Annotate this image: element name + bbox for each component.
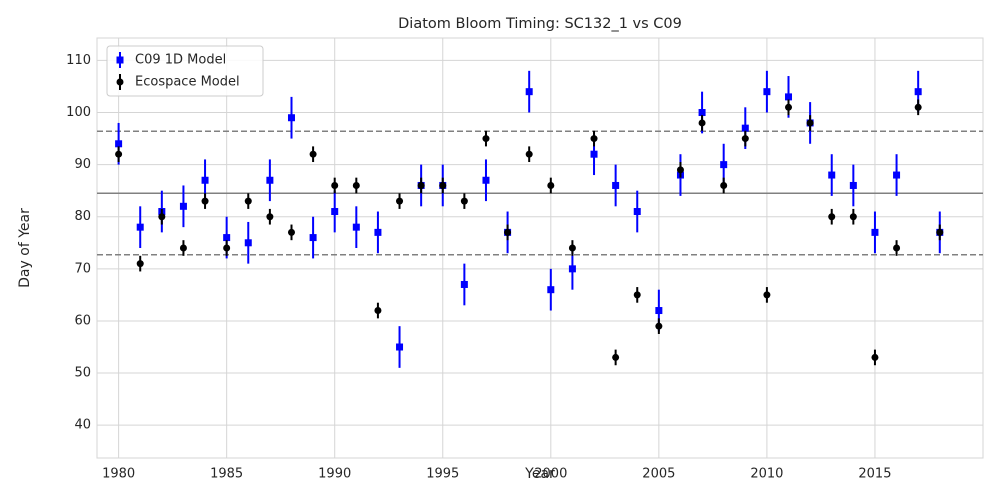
- marker: [396, 343, 404, 351]
- marker: [115, 150, 123, 158]
- marker: [914, 88, 922, 96]
- x-tick-label: 2010: [750, 467, 783, 482]
- y-tick-label: 50: [74, 366, 91, 381]
- marker: [460, 280, 468, 288]
- marker: [309, 150, 317, 158]
- marker: [871, 353, 879, 361]
- marker: [525, 88, 533, 96]
- legend-marker: [116, 56, 124, 64]
- marker: [914, 103, 922, 111]
- y-tick-label: 40: [74, 418, 91, 433]
- marker: [266, 213, 274, 221]
- marker: [763, 291, 771, 299]
- marker: [244, 197, 252, 205]
- marker: [655, 322, 663, 330]
- marker: [568, 244, 576, 252]
- marker: [785, 103, 793, 111]
- marker: [720, 181, 728, 189]
- marker: [547, 286, 555, 294]
- marker: [893, 244, 901, 252]
- marker: [806, 119, 814, 127]
- legend-marker: [116, 78, 124, 86]
- marker: [525, 150, 533, 158]
- marker: [720, 161, 728, 169]
- legend-label: Ecospace Model: [135, 75, 240, 90]
- marker: [633, 291, 641, 299]
- marker: [828, 213, 836, 221]
- marker: [590, 135, 598, 143]
- marker: [244, 239, 252, 247]
- x-tick-label: 2005: [642, 467, 675, 482]
- y-tick-label: 70: [74, 261, 91, 276]
- marker: [352, 181, 360, 189]
- marker: [179, 202, 187, 210]
- marker: [223, 244, 231, 252]
- marker: [547, 181, 555, 189]
- marker: [676, 166, 684, 174]
- marker: [612, 181, 620, 189]
- x-tick-label: 1995: [426, 467, 459, 482]
- marker: [482, 135, 490, 143]
- marker: [374, 228, 382, 236]
- marker: [936, 228, 944, 236]
- chart-title: Diatom Bloom Timing: SC132_1 vs C09: [398, 16, 682, 32]
- marker: [417, 181, 425, 189]
- y-axis-label: Day of Year: [17, 208, 33, 288]
- marker: [396, 197, 404, 205]
- marker: [655, 307, 663, 315]
- marker: [741, 124, 749, 132]
- x-tick-label: 1990: [318, 467, 351, 482]
- marker: [331, 208, 339, 216]
- marker: [374, 307, 382, 315]
- x-tick-label: 2000: [534, 467, 567, 482]
- marker: [439, 181, 447, 189]
- legend-label: C09 1D Model: [135, 53, 226, 68]
- marker: [460, 197, 468, 205]
- marker: [201, 176, 209, 184]
- marker: [287, 114, 295, 122]
- x-tick-label: 1980: [102, 467, 135, 482]
- marker: [287, 228, 295, 236]
- legend: C09 1D Model Ecospace Model: [106, 45, 264, 97]
- marker: [136, 260, 144, 268]
- marker: [633, 208, 641, 216]
- marker: [115, 140, 123, 148]
- legend-frame: [106, 45, 264, 97]
- marker: [136, 223, 144, 231]
- marker: [504, 228, 512, 236]
- marker: [828, 171, 836, 179]
- marker: [590, 150, 598, 158]
- marker: [741, 135, 749, 143]
- marker: [331, 181, 339, 189]
- marker: [698, 109, 706, 117]
- plot-frame: [96, 37, 984, 459]
- y-tick-label: 60: [74, 313, 91, 328]
- marker: [763, 88, 771, 96]
- marker: [785, 93, 793, 101]
- y-tick-label: 110: [66, 53, 91, 68]
- marker: [612, 353, 620, 361]
- marker: [568, 265, 576, 273]
- marker: [698, 119, 706, 127]
- marker: [201, 197, 209, 205]
- y-tick-label: 80: [74, 209, 91, 224]
- y-tick-label: 90: [74, 157, 91, 172]
- x-tick-label: 2015: [858, 467, 891, 482]
- marker: [871, 228, 879, 236]
- marker: [893, 171, 901, 179]
- marker: [482, 176, 490, 184]
- x-tick-label: 1985: [210, 467, 243, 482]
- marker: [849, 181, 857, 189]
- marker: [223, 234, 231, 242]
- marker: [179, 244, 187, 252]
- marker: [158, 213, 166, 221]
- marker: [849, 213, 857, 221]
- marker: [266, 176, 274, 184]
- x-axis-label: Year: [524, 466, 555, 482]
- marker: [309, 234, 317, 242]
- marker: [352, 223, 360, 231]
- y-tick-label: 100: [66, 105, 91, 120]
